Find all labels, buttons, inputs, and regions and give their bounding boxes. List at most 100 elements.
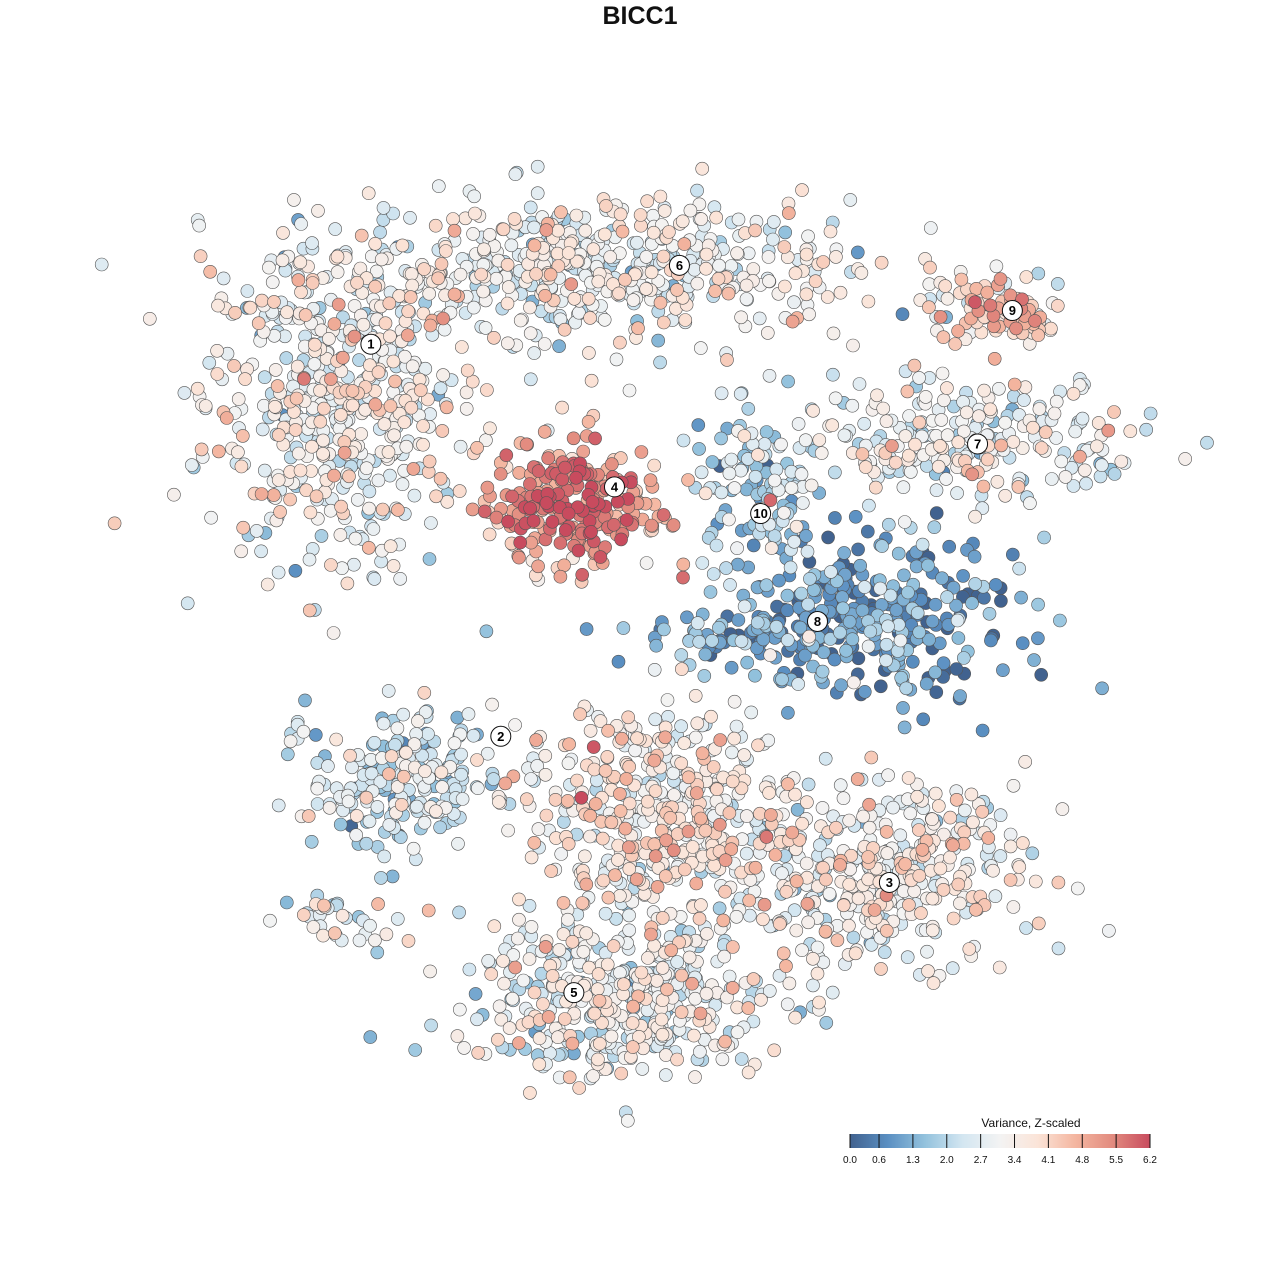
data-point-cluster-5 bbox=[505, 991, 520, 1006]
data-point-cluster-3 bbox=[789, 874, 804, 889]
data-point-cluster-8 bbox=[1095, 681, 1109, 696]
data-point-cluster-7 bbox=[774, 437, 788, 452]
data-point-cluster-1 bbox=[202, 355, 217, 370]
data-point-cluster-3 bbox=[953, 896, 967, 911]
data-point-cluster-7 bbox=[950, 486, 964, 500]
data-point-cluster-8 bbox=[734, 634, 749, 649]
legend-colorbar bbox=[850, 1134, 1150, 1148]
data-point-cluster-8 bbox=[863, 624, 878, 639]
data-point-cluster-7 bbox=[1107, 467, 1122, 481]
data-point-cluster-3 bbox=[813, 838, 827, 853]
data-point-cluster-6 bbox=[615, 224, 630, 239]
data-point-cluster-8 bbox=[899, 681, 914, 696]
data-point-cluster-3 bbox=[531, 822, 546, 836]
data-point-cluster-7 bbox=[1058, 470, 1073, 484]
data-point-cluster-3 bbox=[928, 786, 943, 801]
data-point-cluster-3 bbox=[621, 710, 636, 725]
data-point-cluster-3 bbox=[548, 792, 563, 807]
data-point-cluster-1 bbox=[333, 408, 348, 422]
data-point-cluster-5 bbox=[734, 1052, 749, 1066]
data-point-cluster-2 bbox=[455, 792, 470, 806]
data-point-cluster-6 bbox=[354, 228, 369, 243]
data-point-cluster-4 bbox=[588, 431, 602, 446]
data-point-cluster-3 bbox=[561, 837, 576, 851]
data-point-cluster-5 bbox=[693, 1044, 707, 1059]
data-point-cluster-3 bbox=[806, 951, 820, 966]
data-point-cluster-6 bbox=[646, 225, 661, 240]
data-point-cluster-4 bbox=[555, 472, 570, 487]
data-point-cluster-3 bbox=[879, 824, 894, 839]
data-point-cluster-4 bbox=[614, 532, 628, 547]
data-point-cluster-4 bbox=[581, 414, 596, 429]
data-point-cluster-5 bbox=[622, 923, 637, 938]
data-point-cluster-1 bbox=[387, 428, 401, 443]
data-point-cluster-5 bbox=[595, 1016, 609, 1030]
data-point-cluster-6 bbox=[799, 247, 814, 262]
data-point-cluster-1 bbox=[483, 421, 497, 436]
data-point-cluster-6 bbox=[690, 183, 704, 198]
data-point-cluster-6 bbox=[331, 297, 346, 312]
data-point-cluster-7 bbox=[1139, 422, 1153, 437]
data-point-cluster-5 bbox=[491, 1032, 505, 1047]
data-point-cluster-3 bbox=[818, 751, 833, 766]
data-point-cluster-6 bbox=[653, 355, 667, 370]
data-point-cluster-7 bbox=[1023, 496, 1037, 511]
data-point-cluster-1 bbox=[381, 445, 396, 459]
data-point-cluster-6 bbox=[597, 227, 612, 242]
data-point-cluster-2 bbox=[321, 759, 335, 773]
data-point-cluster-3 bbox=[648, 784, 663, 798]
data-point-cluster-3 bbox=[650, 880, 665, 894]
data-point-cluster-4 bbox=[499, 448, 514, 463]
data-point-cluster-2 bbox=[461, 707, 476, 721]
data-point-cluster-10 bbox=[719, 561, 733, 575]
data-point-cluster-1 bbox=[342, 469, 356, 484]
data-point-cluster-8 bbox=[891, 546, 906, 561]
data-point-cluster-10 bbox=[734, 463, 748, 478]
data-point-cluster-5 bbox=[532, 1057, 547, 1072]
data-point-cluster-6 bbox=[639, 282, 654, 296]
data-point-cluster-4 bbox=[558, 460, 572, 475]
data-point-cluster-8 bbox=[780, 603, 795, 618]
data-point-cluster-3 bbox=[544, 864, 559, 878]
data-point-cluster-1 bbox=[407, 488, 422, 503]
data-point-cluster-3 bbox=[712, 817, 727, 832]
data-point-cluster-1 bbox=[317, 401, 331, 416]
data-point-cluster-5 bbox=[641, 951, 655, 965]
data-point-cluster-8 bbox=[946, 580, 961, 595]
data-point-cluster-6 bbox=[353, 261, 368, 276]
data-point-cluster-10 bbox=[795, 496, 810, 510]
data-point-cluster-5 bbox=[557, 1012, 572, 1026]
data-point-cluster-6 bbox=[482, 228, 497, 242]
data-point-cluster-4 bbox=[681, 473, 695, 487]
data-point-cluster-3 bbox=[816, 860, 830, 875]
data-point-cluster-1 bbox=[294, 285, 308, 299]
data-point-cluster-3 bbox=[598, 763, 613, 778]
data-point-cluster-3 bbox=[621, 840, 636, 855]
data-point-cluster-3 bbox=[655, 961, 670, 975]
data-point-cluster-8 bbox=[950, 613, 965, 628]
data-point-cluster-3 bbox=[850, 772, 865, 786]
data-point-cluster-6 bbox=[567, 291, 582, 306]
data-point-cluster-2 bbox=[418, 764, 432, 779]
data-point-cluster-6 bbox=[477, 242, 491, 257]
data-point-cluster-8 bbox=[793, 620, 808, 635]
data-point-cluster-6 bbox=[500, 257, 515, 272]
data-point-cluster-8 bbox=[803, 571, 817, 586]
data-point-cluster-6 bbox=[446, 212, 460, 226]
data-point-cluster-2 bbox=[333, 817, 348, 832]
data-point-cluster-6 bbox=[582, 346, 596, 360]
data-point-cluster-1 bbox=[190, 381, 205, 396]
data-point-cluster-3 bbox=[729, 719, 744, 734]
data-point-cluster-4 bbox=[526, 514, 541, 528]
data-point-cluster-6 bbox=[192, 218, 206, 233]
data-point-cluster-2 bbox=[411, 714, 425, 728]
data-point-cluster-1 bbox=[333, 528, 348, 542]
data-point-cluster-3 bbox=[842, 918, 856, 933]
data-point-cluster-7 bbox=[994, 438, 1009, 453]
data-point-cluster-10 bbox=[730, 557, 745, 572]
data-point-cluster-1 bbox=[291, 273, 306, 287]
data-point-cluster-7 bbox=[862, 498, 876, 513]
data-point-cluster-6 bbox=[578, 223, 593, 238]
data-point-cluster-10 bbox=[787, 534, 802, 549]
data-point-cluster-9 bbox=[989, 259, 1004, 274]
